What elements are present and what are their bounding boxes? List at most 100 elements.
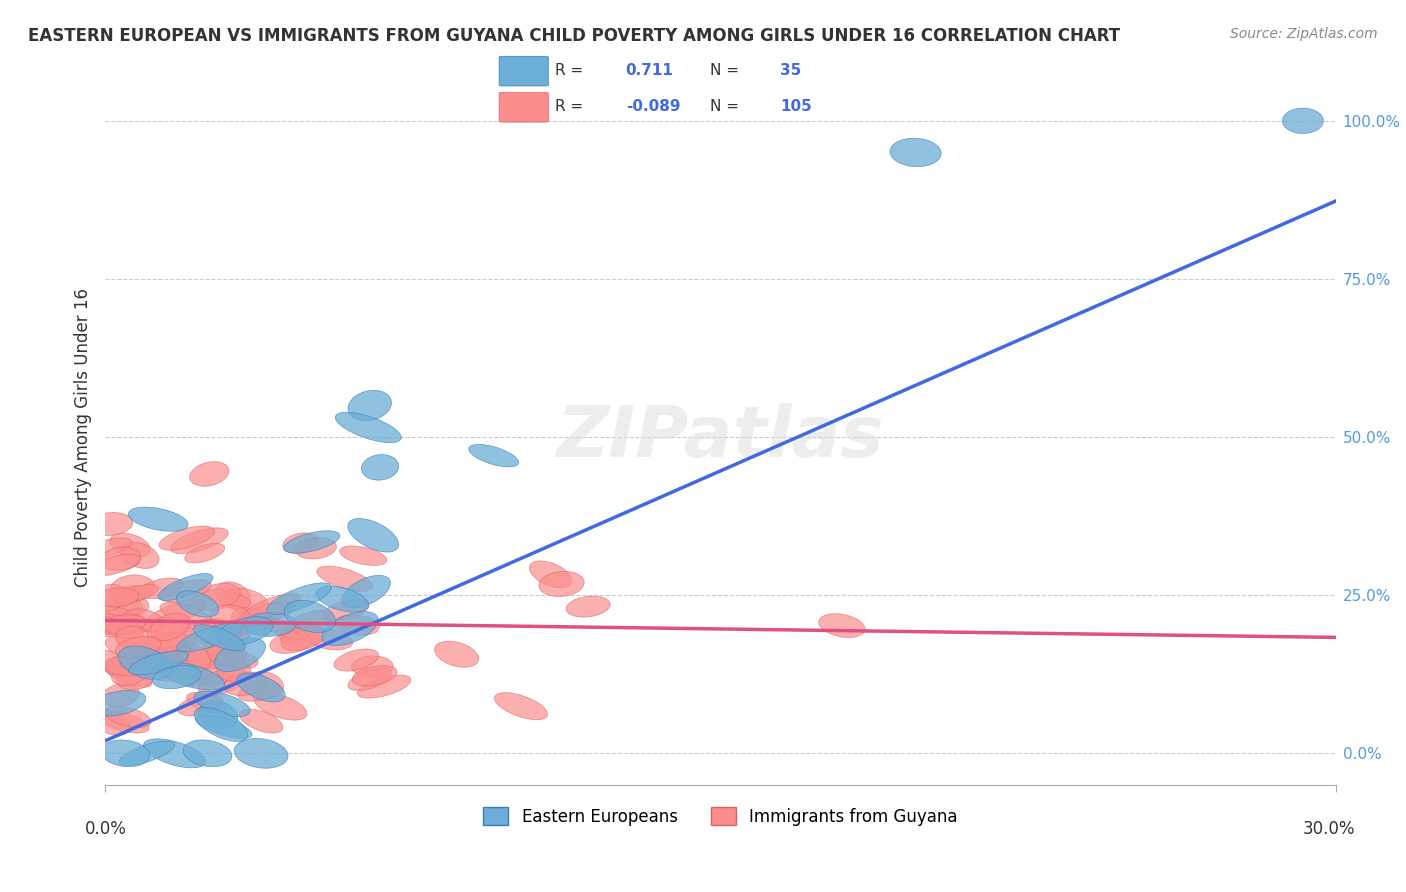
Ellipse shape xyxy=(103,662,152,687)
Ellipse shape xyxy=(176,645,211,672)
Ellipse shape xyxy=(198,667,246,696)
Text: EASTERN EUROPEAN VS IMMIGRANTS FROM GUYANA CHILD POVERTY AMONG GIRLS UNDER 16 CO: EASTERN EUROPEAN VS IMMIGRANTS FROM GUYA… xyxy=(28,27,1121,45)
Ellipse shape xyxy=(243,672,284,698)
Ellipse shape xyxy=(111,594,149,615)
Ellipse shape xyxy=(1282,108,1323,134)
Ellipse shape xyxy=(468,444,519,467)
Ellipse shape xyxy=(111,575,155,601)
Ellipse shape xyxy=(101,547,141,571)
Ellipse shape xyxy=(322,612,378,646)
Text: N =: N = xyxy=(710,99,740,114)
Ellipse shape xyxy=(349,391,391,421)
Ellipse shape xyxy=(361,455,399,480)
Ellipse shape xyxy=(215,582,250,609)
Ellipse shape xyxy=(183,740,232,767)
Ellipse shape xyxy=(115,637,160,658)
Ellipse shape xyxy=(256,616,308,640)
Ellipse shape xyxy=(142,632,188,654)
Ellipse shape xyxy=(111,663,148,686)
Ellipse shape xyxy=(135,637,184,658)
Ellipse shape xyxy=(818,614,865,638)
Ellipse shape xyxy=(193,583,240,610)
Ellipse shape xyxy=(87,554,141,576)
Ellipse shape xyxy=(98,606,146,633)
Ellipse shape xyxy=(173,646,221,668)
Ellipse shape xyxy=(281,626,326,650)
Ellipse shape xyxy=(195,715,252,739)
Ellipse shape xyxy=(349,668,391,690)
Text: N =: N = xyxy=(710,63,740,78)
Ellipse shape xyxy=(111,613,150,632)
Ellipse shape xyxy=(342,575,391,607)
Ellipse shape xyxy=(347,518,399,552)
Ellipse shape xyxy=(236,673,285,702)
Ellipse shape xyxy=(139,578,184,599)
Ellipse shape xyxy=(148,617,184,643)
Ellipse shape xyxy=(121,648,160,675)
Ellipse shape xyxy=(208,640,246,667)
Text: 105: 105 xyxy=(780,99,813,114)
Ellipse shape xyxy=(270,630,318,653)
Ellipse shape xyxy=(90,613,143,639)
Ellipse shape xyxy=(284,600,336,632)
Ellipse shape xyxy=(214,638,266,672)
Ellipse shape xyxy=(202,630,250,655)
Ellipse shape xyxy=(104,657,145,676)
Ellipse shape xyxy=(224,672,266,696)
Ellipse shape xyxy=(150,653,190,673)
Ellipse shape xyxy=(335,649,378,671)
Ellipse shape xyxy=(229,614,273,633)
Ellipse shape xyxy=(198,643,242,666)
Ellipse shape xyxy=(146,599,205,627)
Ellipse shape xyxy=(238,602,295,626)
Text: ZIPatlas: ZIPatlas xyxy=(557,402,884,472)
Ellipse shape xyxy=(567,596,610,617)
Ellipse shape xyxy=(107,652,143,676)
Ellipse shape xyxy=(159,526,215,550)
Ellipse shape xyxy=(217,660,250,681)
Ellipse shape xyxy=(353,665,396,686)
Ellipse shape xyxy=(128,508,188,532)
Ellipse shape xyxy=(890,138,941,167)
Ellipse shape xyxy=(170,528,228,554)
Ellipse shape xyxy=(184,543,225,563)
Ellipse shape xyxy=(103,683,139,707)
Ellipse shape xyxy=(132,657,179,681)
Ellipse shape xyxy=(305,629,353,649)
Ellipse shape xyxy=(530,561,572,588)
Ellipse shape xyxy=(538,572,585,597)
Ellipse shape xyxy=(83,648,131,668)
Ellipse shape xyxy=(125,608,165,632)
Ellipse shape xyxy=(217,616,273,646)
Ellipse shape xyxy=(177,618,226,645)
Ellipse shape xyxy=(101,740,149,767)
Ellipse shape xyxy=(150,613,190,640)
Ellipse shape xyxy=(316,586,368,612)
Ellipse shape xyxy=(118,646,172,680)
Y-axis label: Child Poverty Among Girls Under 16: Child Poverty Among Girls Under 16 xyxy=(73,287,91,587)
Text: 0.711: 0.711 xyxy=(626,63,673,78)
Ellipse shape xyxy=(160,645,207,670)
Text: 35: 35 xyxy=(780,63,801,78)
Ellipse shape xyxy=(160,580,211,602)
Ellipse shape xyxy=(194,691,250,716)
Ellipse shape xyxy=(89,513,132,535)
Ellipse shape xyxy=(357,675,411,698)
Ellipse shape xyxy=(91,584,125,612)
Text: 0.0%: 0.0% xyxy=(84,820,127,838)
Ellipse shape xyxy=(335,412,401,442)
Ellipse shape xyxy=(155,622,197,649)
Ellipse shape xyxy=(316,566,373,591)
FancyBboxPatch shape xyxy=(499,93,548,122)
Ellipse shape xyxy=(177,694,224,715)
Ellipse shape xyxy=(107,599,143,624)
Ellipse shape xyxy=(280,625,319,648)
Ellipse shape xyxy=(224,588,269,615)
Ellipse shape xyxy=(117,667,153,690)
Ellipse shape xyxy=(284,531,340,553)
Ellipse shape xyxy=(352,656,394,677)
Ellipse shape xyxy=(159,662,225,690)
Ellipse shape xyxy=(238,681,280,701)
Ellipse shape xyxy=(139,646,190,671)
Ellipse shape xyxy=(209,605,250,629)
